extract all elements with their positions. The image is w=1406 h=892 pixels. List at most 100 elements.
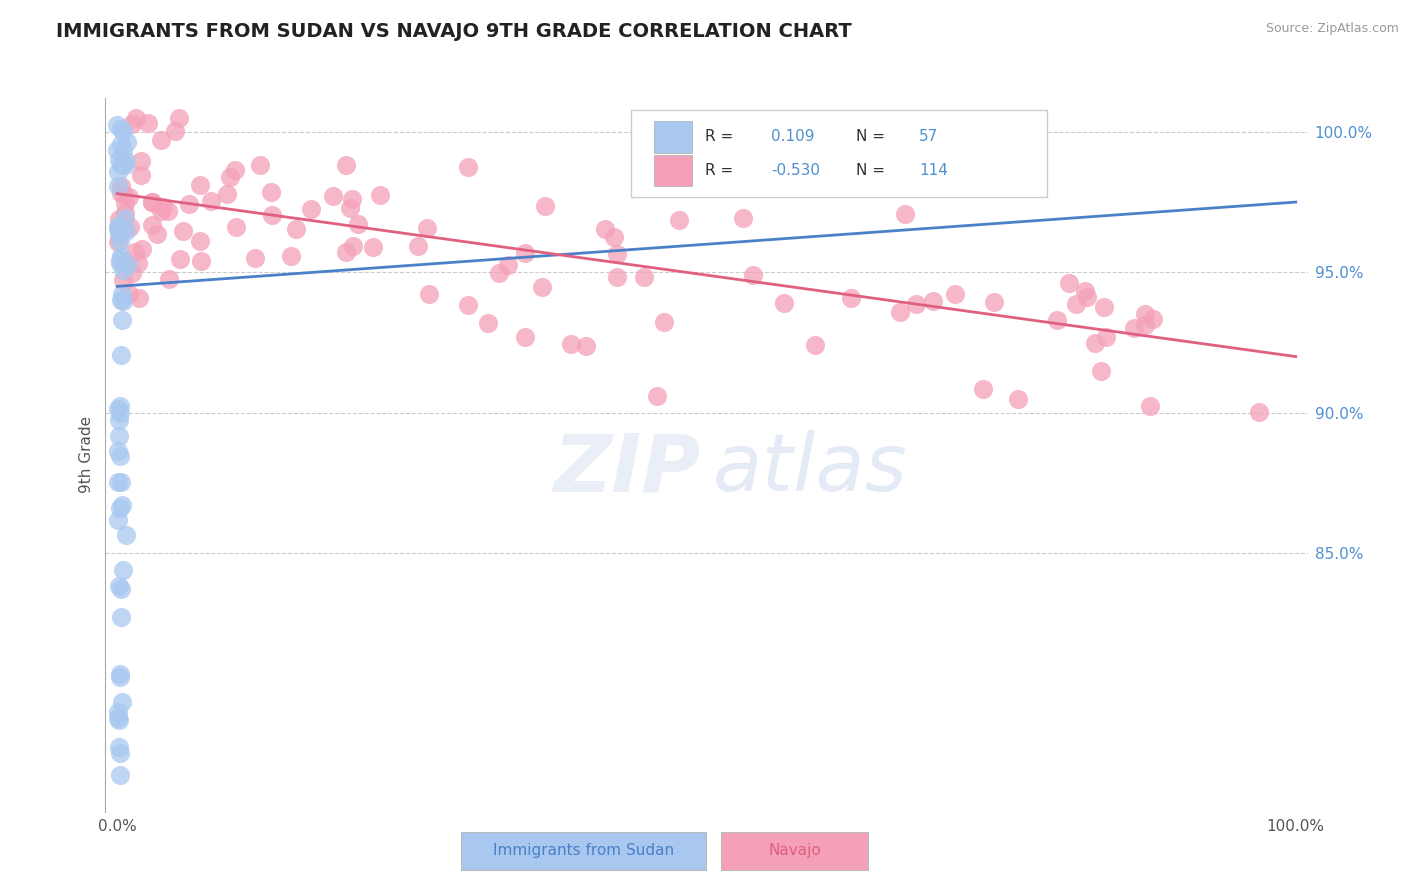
Point <box>108 227 131 241</box>
Point <box>108 714 131 728</box>
Point <box>112 156 135 170</box>
Point <box>115 153 138 168</box>
Point <box>108 768 131 782</box>
Point <box>983 294 1005 309</box>
Point <box>169 252 191 266</box>
Point <box>114 211 136 226</box>
Point <box>149 133 172 147</box>
Point <box>922 294 945 309</box>
Point <box>114 195 136 210</box>
Point <box>633 270 655 285</box>
Point <box>115 135 138 149</box>
Point <box>107 475 129 489</box>
Point <box>361 240 384 254</box>
Point <box>1139 399 1161 413</box>
Point <box>110 249 132 263</box>
Text: R =: R = <box>706 163 738 178</box>
FancyBboxPatch shape <box>461 832 706 870</box>
Point <box>125 111 148 125</box>
Point <box>1092 301 1115 315</box>
Text: -0.530: -0.530 <box>772 163 821 178</box>
Point <box>1247 405 1270 419</box>
Text: Immigrants from Sudan: Immigrants from Sudan <box>494 844 673 858</box>
Point <box>1090 363 1112 377</box>
Point <box>245 251 267 265</box>
Point <box>114 205 136 219</box>
Point <box>742 268 765 282</box>
Point <box>110 157 132 171</box>
Point <box>110 186 132 201</box>
Point <box>531 280 554 294</box>
Point <box>804 338 827 352</box>
Point <box>105 143 128 157</box>
Point <box>124 245 146 260</box>
FancyBboxPatch shape <box>654 155 692 186</box>
Point <box>1084 335 1107 350</box>
Point <box>733 211 755 225</box>
Point <box>418 286 440 301</box>
Point <box>1094 330 1116 344</box>
Point <box>111 695 134 709</box>
Point <box>690 161 713 176</box>
Point <box>606 270 628 285</box>
Point <box>645 389 668 403</box>
Point <box>339 201 361 215</box>
Point <box>110 475 132 489</box>
Point <box>107 429 129 443</box>
Point <box>943 287 966 301</box>
Point <box>107 212 129 227</box>
Point <box>172 224 194 238</box>
Point <box>606 247 628 261</box>
Point <box>416 221 439 235</box>
Point <box>217 186 239 201</box>
Point <box>668 213 690 227</box>
Point <box>322 189 344 203</box>
Point <box>190 234 212 248</box>
Point <box>110 234 132 248</box>
FancyBboxPatch shape <box>721 832 868 870</box>
Point <box>340 192 363 206</box>
Text: N =: N = <box>856 129 890 145</box>
Point <box>108 399 131 413</box>
Point <box>108 413 131 427</box>
Point <box>108 219 131 234</box>
Point <box>141 218 163 232</box>
Point <box>112 563 135 577</box>
Point <box>117 258 139 272</box>
Point <box>129 168 152 182</box>
Point <box>1133 307 1156 321</box>
Text: ZIP: ZIP <box>553 430 700 508</box>
Point <box>107 443 129 458</box>
Point <box>652 315 675 329</box>
Point <box>128 291 150 305</box>
Point <box>111 498 134 512</box>
Point <box>1123 321 1146 335</box>
Point <box>165 124 187 138</box>
Point <box>1074 284 1097 298</box>
Point <box>110 610 132 624</box>
Point <box>108 579 131 593</box>
Point <box>457 298 479 312</box>
Text: IMMIGRANTS FROM SUDAN VS NAVAJO 9TH GRADE CORRELATION CHART: IMMIGRANTS FROM SUDAN VS NAVAJO 9TH GRAD… <box>56 22 852 41</box>
Point <box>218 169 240 184</box>
Point <box>112 293 135 308</box>
Point <box>904 297 927 311</box>
Point <box>110 449 132 463</box>
Point <box>110 122 132 136</box>
Point <box>112 253 135 268</box>
Text: N =: N = <box>856 163 890 178</box>
Point <box>111 144 134 158</box>
Point <box>118 190 141 204</box>
Text: Source: ZipAtlas.com: Source: ZipAtlas.com <box>1265 22 1399 36</box>
Point <box>149 204 172 219</box>
Point <box>112 188 135 202</box>
Point <box>299 202 322 217</box>
Text: Navajo: Navajo <box>768 844 821 858</box>
Point <box>513 245 536 260</box>
Point <box>112 263 135 277</box>
Point <box>129 154 152 169</box>
Point <box>141 195 163 210</box>
Point <box>496 258 519 272</box>
Point <box>105 118 128 132</box>
Point <box>1076 290 1098 304</box>
